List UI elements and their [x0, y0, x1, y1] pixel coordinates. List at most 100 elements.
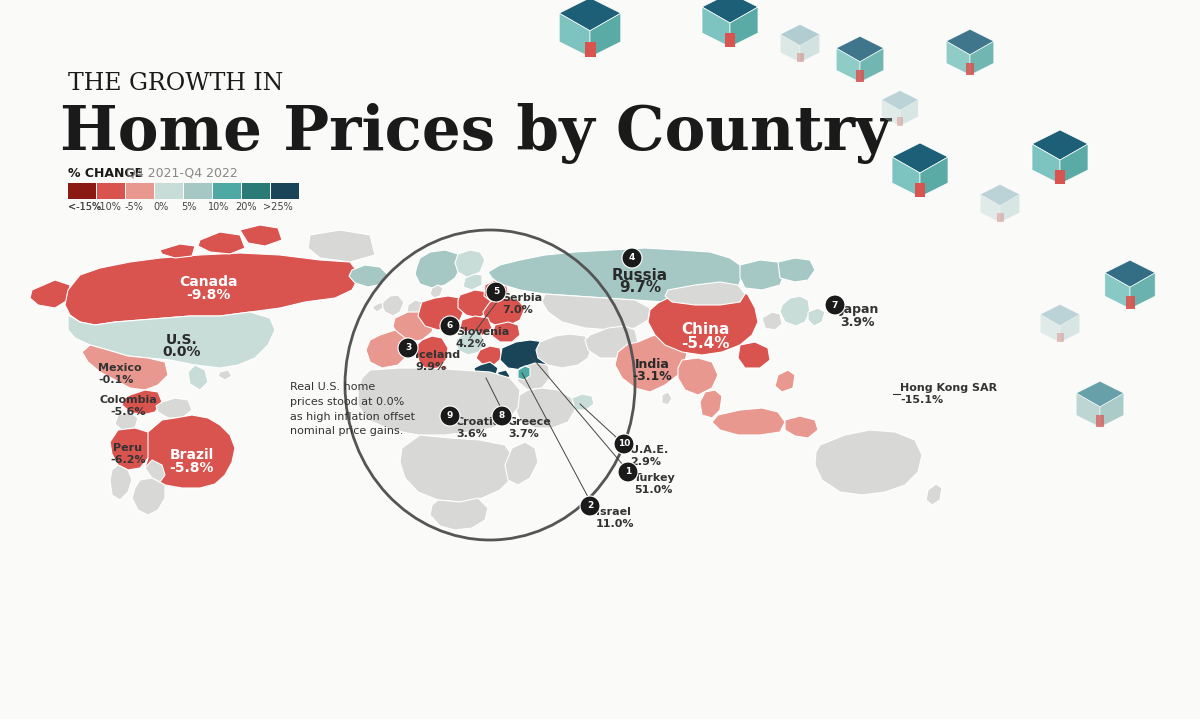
Polygon shape [738, 342, 770, 368]
Text: -0.1%: -0.1% [98, 375, 133, 385]
Polygon shape [785, 416, 818, 438]
Polygon shape [730, 7, 758, 47]
Text: U.A.E.: U.A.E. [630, 445, 668, 455]
Circle shape [398, 338, 418, 358]
Text: 2.9%: 2.9% [630, 457, 661, 467]
Polygon shape [366, 330, 410, 368]
Polygon shape [1130, 273, 1156, 308]
Text: Russia: Russia [612, 267, 668, 283]
Polygon shape [1076, 381, 1123, 407]
Text: Slovenia: Slovenia [456, 327, 509, 337]
Polygon shape [1105, 260, 1156, 287]
Text: -5.4%: -5.4% [680, 336, 730, 350]
Polygon shape [110, 465, 132, 500]
Polygon shape [559, 0, 620, 31]
Text: 5%: 5% [181, 202, 197, 212]
Polygon shape [900, 100, 918, 126]
Text: <-15%: <-15% [68, 202, 101, 212]
Polygon shape [1105, 273, 1130, 308]
Polygon shape [662, 392, 672, 405]
Polygon shape [980, 194, 1000, 222]
Polygon shape [536, 334, 592, 368]
Polygon shape [115, 412, 138, 430]
Text: Peru: Peru [114, 443, 143, 453]
Polygon shape [808, 308, 826, 326]
Polygon shape [122, 390, 162, 415]
Polygon shape [702, 0, 758, 23]
Polygon shape [800, 35, 820, 63]
Text: Home Prices by Country: Home Prices by Country [60, 103, 890, 164]
Text: -3.1%: -3.1% [632, 370, 672, 383]
Text: Brazil: Brazil [170, 448, 214, 462]
Polygon shape [780, 24, 820, 45]
Text: Israel: Israel [596, 507, 631, 517]
Text: -9.8%: -9.8% [186, 288, 230, 302]
Polygon shape [65, 253, 360, 325]
Text: 9: 9 [446, 411, 454, 421]
Polygon shape [815, 430, 922, 495]
Polygon shape [920, 157, 948, 197]
Polygon shape [240, 225, 282, 246]
Polygon shape [463, 274, 482, 290]
Polygon shape [110, 428, 152, 470]
Bar [242, 183, 270, 199]
Polygon shape [400, 435, 515, 502]
Polygon shape [430, 498, 488, 530]
Text: THE GROWTH IN: THE GROWTH IN [68, 72, 283, 95]
Polygon shape [497, 370, 510, 382]
Bar [155, 183, 182, 199]
Text: 20%: 20% [235, 202, 257, 212]
Polygon shape [970, 41, 994, 75]
Text: India: India [635, 359, 670, 372]
Bar [126, 183, 154, 199]
Polygon shape [198, 232, 245, 254]
Circle shape [622, 248, 642, 268]
Bar [1055, 170, 1066, 184]
Polygon shape [415, 250, 462, 288]
Polygon shape [455, 250, 485, 278]
Polygon shape [665, 282, 745, 305]
Text: 4.2%: 4.2% [456, 339, 487, 349]
Polygon shape [160, 244, 194, 258]
Text: Iceland: Iceland [415, 350, 460, 360]
Text: 3: 3 [404, 344, 412, 352]
Text: Croatia: Croatia [456, 417, 502, 427]
Bar [184, 183, 212, 199]
Polygon shape [145, 415, 235, 488]
Text: Japan: Japan [840, 303, 880, 316]
Polygon shape [572, 394, 594, 410]
Circle shape [486, 282, 506, 302]
Polygon shape [1040, 305, 1080, 326]
Text: 8: 8 [499, 411, 505, 421]
Text: Mexico: Mexico [98, 363, 142, 373]
Bar [725, 33, 734, 47]
Circle shape [440, 316, 460, 336]
Polygon shape [505, 442, 538, 485]
Text: 5: 5 [493, 288, 499, 296]
Polygon shape [418, 296, 466, 330]
Bar [584, 42, 595, 58]
Text: Hong Kong SAR: Hong Kong SAR [900, 383, 997, 393]
Text: 3.9%: 3.9% [840, 316, 875, 329]
Polygon shape [980, 185, 1020, 206]
Polygon shape [1032, 130, 1088, 160]
Polygon shape [1032, 144, 1060, 184]
Polygon shape [407, 300, 422, 316]
Polygon shape [1100, 393, 1123, 427]
Polygon shape [892, 143, 948, 173]
Text: 3.7%: 3.7% [508, 429, 539, 439]
Text: 7.0%: 7.0% [502, 305, 533, 315]
Circle shape [614, 434, 634, 454]
Polygon shape [484, 280, 508, 302]
Polygon shape [882, 100, 900, 126]
Bar [916, 183, 925, 197]
Text: -10%: -10% [97, 202, 122, 212]
Polygon shape [482, 298, 526, 326]
Polygon shape [775, 370, 796, 392]
Polygon shape [542, 294, 650, 330]
Polygon shape [515, 388, 575, 428]
Text: 51.0%: 51.0% [634, 485, 672, 495]
Polygon shape [416, 336, 448, 370]
Polygon shape [1060, 144, 1088, 184]
Polygon shape [1000, 194, 1020, 222]
